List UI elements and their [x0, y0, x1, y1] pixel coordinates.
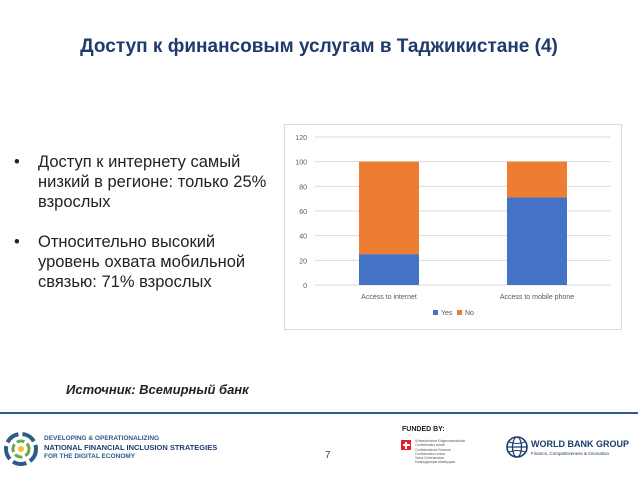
swiss-line: Confederazione Svizzera: [415, 447, 451, 452]
stacked-bar-chart: 0 20 40 60 80 100 120 Access to internet Access …: [295, 135, 611, 317]
slide-title: Доступ к финансовым услугам в Таджикиста…: [80, 36, 558, 57]
program-line-2: NATIONAL FINANCIAL INCLUSION STRATEGIES: [44, 443, 218, 452]
swiss-line: Confederaziun svizra: [415, 451, 445, 456]
legend-label-no: No: [465, 310, 474, 317]
bullet-item: • Доступ к интернету самый низкий в реги…: [14, 152, 274, 212]
footer-divider: [0, 412, 638, 414]
source-note: Источник: Всемирный банк: [66, 382, 249, 397]
y-tick-label: 20: [299, 258, 307, 265]
legend-label-yes: Yes: [441, 310, 453, 317]
chart-frame: 0 20 40 60 80 100 120 Access to internet Access …: [284, 124, 622, 330]
program-line-3: FOR THE DIGITAL ECONOMY: [44, 453, 136, 460]
page-number: 7: [325, 450, 331, 461]
swiss-line: Schweizerische Eidgenossenschaft: [415, 439, 465, 443]
bar-no: [507, 161, 567, 198]
y-tick-label: 60: [299, 209, 307, 216]
world-bank-globe-icon: [506, 436, 528, 458]
bar-yes: [359, 254, 419, 285]
world-bank-name: WORLD BANK GROUP: [531, 439, 629, 449]
funded-by-label: FUNDED BY:: [402, 426, 445, 433]
bar-no: [359, 161, 419, 255]
footer: DEVELOPING & OPERATIONALIZING NATIONAL F…: [0, 414, 638, 479]
bullet-item: • Относительно высокий уровень охвата мо…: [14, 232, 274, 292]
x-tick-label: Access to internet: [361, 294, 417, 301]
swiss-line: Swiss Confederation: [415, 456, 445, 461]
y-tick-label: 40: [299, 234, 307, 241]
program-name: DEVELOPING & OPERATIONALIZING NATIONAL F…: [44, 434, 217, 461]
swiss-line: Конфедерация Швейцария: [415, 460, 456, 465]
swiss-flag-icon: [401, 440, 411, 450]
y-tick-label: 80: [299, 184, 307, 191]
strategy-logo-icon: [4, 432, 38, 466]
bullet-list: • Доступ к интернету самый низкий в реги…: [14, 152, 274, 312]
bullet-text: Относительно высокий уровень охвата моби…: [38, 233, 246, 291]
bullet-marker: •: [14, 153, 20, 171]
program-line-1: DEVELOPING & OPERATIONALIZING: [44, 435, 160, 442]
legend-swatch-no: [457, 310, 462, 315]
bullet-marker: •: [14, 233, 20, 251]
swiss-line: Confédération suisse: [415, 443, 445, 448]
swiss-confederation-text: Schweizerische Eidgenossenschaft Confédé…: [415, 439, 477, 465]
world-bank-subtitle: Finance, Competitiveness & Innovation: [531, 451, 610, 456]
x-tick-label: Access to mobile phone: [500, 294, 574, 301]
bar-yes: [507, 197, 567, 285]
legend-swatch-yes: [433, 310, 438, 315]
bullet-text: Доступ к интернету самый низкий в регион…: [38, 153, 267, 211]
y-tick-label: 120: [295, 135, 307, 142]
y-tick-label: 0: [303, 283, 307, 290]
y-tick-label: 100: [295, 160, 307, 167]
